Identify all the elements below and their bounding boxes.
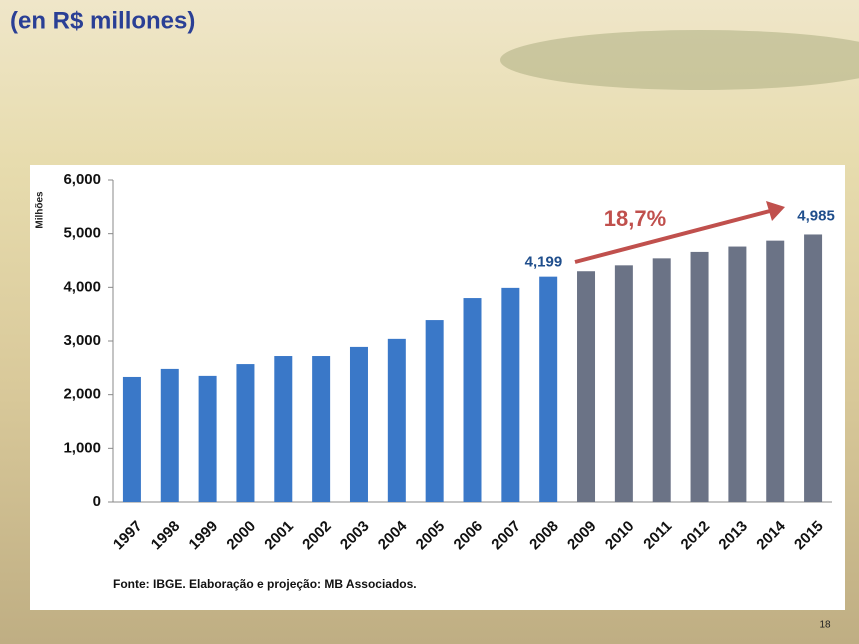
bar [199, 376, 217, 502]
source-note: Fonte: IBGE. Elaboração e projeção: MB A… [113, 577, 417, 591]
y-tick-label: 4,000 [63, 278, 101, 295]
bar [426, 320, 444, 502]
data-label: 4,199 [525, 254, 563, 271]
y-tick-label: 1,000 [63, 439, 101, 456]
growth-annotation: 18,7% [604, 206, 666, 231]
bar [728, 247, 746, 502]
bar [161, 369, 179, 502]
bar [653, 258, 671, 502]
bar [766, 241, 784, 502]
bar [312, 356, 330, 502]
bar [804, 234, 822, 502]
slide-title: (en R$ millones) [10, 7, 195, 34]
bar [691, 252, 709, 502]
y-tick-label: 5,000 [63, 225, 101, 242]
y-tick-label: 3,000 [63, 332, 101, 349]
bar [274, 356, 292, 502]
bar [464, 298, 482, 502]
bar [388, 339, 406, 502]
bar [123, 377, 141, 502]
y-tick-label: 6,000 [63, 171, 101, 188]
bar [539, 277, 557, 502]
page-number: 18 [819, 620, 831, 631]
bar [615, 265, 633, 502]
y-axis-label: Milhões [35, 191, 46, 229]
data-label: 4,985 [797, 207, 835, 224]
y-tick-label: 0 [93, 493, 101, 510]
bar [501, 288, 519, 502]
bar [236, 364, 254, 502]
y-tick-label: 2,000 [63, 386, 101, 403]
slide: (en R$ millones) Milhões 18,7% Fonte: IB… [0, 0, 859, 644]
bar [350, 347, 368, 502]
bar [577, 271, 595, 502]
